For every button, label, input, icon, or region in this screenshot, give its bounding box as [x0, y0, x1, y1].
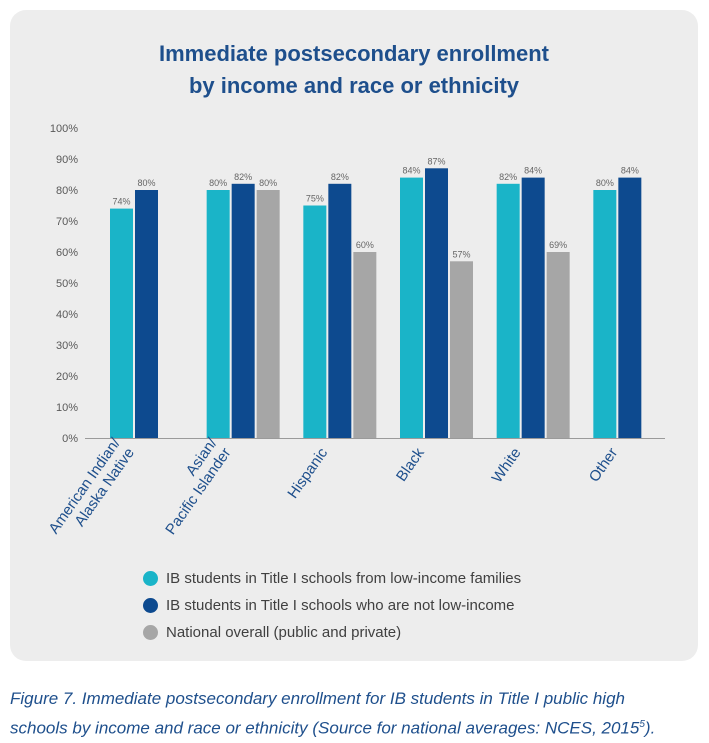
- data-label: 60%: [356, 240, 374, 250]
- x-tick-label-line: Black: [393, 444, 428, 484]
- bar: [400, 177, 423, 438]
- citation-superscript: 5: [639, 719, 645, 730]
- x-tick-label: Asian/Pacific Islander: [148, 434, 235, 537]
- y-tick-label: 0%: [62, 433, 78, 445]
- chart-title-line-1: Immediate postsecondary enrollment: [159, 41, 549, 66]
- bar: [496, 183, 520, 438]
- bar: [231, 183, 255, 438]
- figure-caption: Figure 7. Immediate postsecondary enroll…: [10, 686, 705, 742]
- legend-item-not-low-income: IB students in Title I schools who are n…: [143, 592, 521, 619]
- bar: [618, 177, 642, 438]
- x-tick-label: Black: [393, 444, 428, 484]
- data-label: 74%: [112, 197, 130, 207]
- y-tick-label: 20%: [56, 371, 78, 383]
- data-label: 57%: [452, 249, 470, 259]
- data-label: 82%: [234, 172, 252, 182]
- bar: [450, 261, 473, 438]
- bar: [353, 252, 377, 438]
- bar: [303, 205, 327, 438]
- bar-chart: 0% 10% 20% 30% 40% 50% 60% 70% 80% 90% 100% 74% 80%…: [45, 123, 665, 546]
- data-label: 80%: [209, 178, 227, 188]
- data-label: 87%: [427, 156, 445, 166]
- x-tick-label-line: Other: [586, 445, 621, 485]
- y-tick-label: 70%: [56, 216, 78, 228]
- x-tick-label: Hispanic: [284, 444, 331, 501]
- bar: [593, 190, 617, 438]
- bar-labels: 74% 80% 80% 82% 80% 75% 82% 60% 84% 87% 57% 82% 84% 6…: [112, 156, 638, 259]
- x-tick-label: Other: [586, 445, 621, 485]
- legend-swatch-not-low-income: [143, 598, 158, 613]
- legend-item-low-income: IB students in Title I schools from low-…: [143, 565, 521, 592]
- x-tick-label-line: White: [489, 445, 525, 486]
- y-tick-label: 90%: [56, 154, 78, 166]
- data-label: 84%: [402, 166, 420, 176]
- x-tick-label-line: Hispanic: [284, 444, 331, 501]
- y-tick-label: 30%: [56, 340, 78, 352]
- bar: [135, 190, 158, 438]
- data-label: 75%: [306, 194, 324, 204]
- y-tick-label: 10%: [56, 402, 78, 414]
- y-tick-label: 60%: [56, 247, 78, 259]
- data-label: 82%: [499, 172, 517, 182]
- data-label: 80%: [259, 178, 277, 188]
- y-tick-label: 100%: [50, 123, 78, 135]
- data-label: 80%: [596, 178, 614, 188]
- legend-label-not-low-income: IB students in Title I schools who are n…: [166, 597, 515, 614]
- data-label: 82%: [331, 172, 349, 182]
- data-label: 84%: [524, 166, 542, 176]
- figure-caption-line-2: schools by income and race or ethnicity …: [10, 718, 640, 738]
- bar: [546, 252, 570, 438]
- figure-caption-end: ).: [644, 718, 656, 738]
- legend-label-low-income: IB students in Title I schools from low-…: [166, 570, 522, 587]
- legend-item-national: National overall (public and private): [143, 619, 521, 646]
- data-label: 69%: [549, 240, 567, 250]
- bar: [110, 208, 133, 438]
- x-tick-label: American Indian/Alaska Native: [45, 434, 138, 546]
- legend: IB students in Title I schools from low-…: [143, 565, 521, 646]
- bar: [328, 183, 352, 438]
- x-tick-label: White: [489, 445, 525, 486]
- data-label: 80%: [137, 178, 155, 188]
- y-tick-label: 80%: [56, 185, 78, 197]
- y-tick-label: 40%: [56, 309, 78, 321]
- y-axis: 0% 10% 20% 30% 40% 50% 60% 70% 80% 90% 100%: [50, 123, 665, 445]
- chart-title-line-2: by income and race or ethnicity: [188, 73, 520, 98]
- bar: [256, 190, 280, 438]
- legend-swatch-national: [143, 625, 158, 640]
- figure-caption-line-1: Figure 7. Immediate postsecondary enroll…: [10, 689, 625, 708]
- legend-swatch-low-income: [143, 571, 158, 586]
- data-label: 84%: [621, 166, 639, 176]
- y-tick-label: 50%: [56, 278, 78, 290]
- bar: [425, 168, 448, 439]
- legend-label-national: National overall (public and private): [166, 624, 402, 641]
- bar: [206, 190, 230, 438]
- chart-title: Immediate postsecondary enrollment by in…: [10, 38, 698, 102]
- x-axis: American Indian/Alaska Native Asian/Pacif…: [45, 434, 621, 546]
- bar: [521, 177, 545, 438]
- bars: [110, 168, 642, 439]
